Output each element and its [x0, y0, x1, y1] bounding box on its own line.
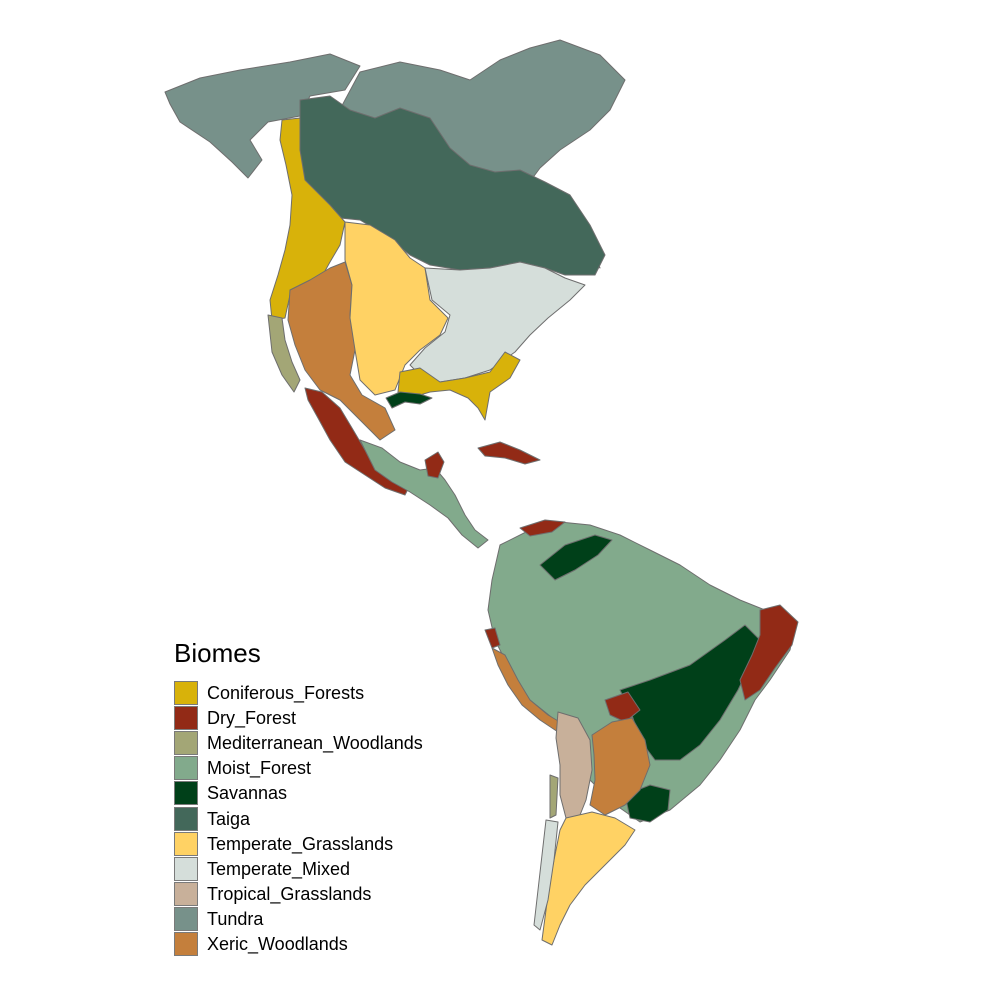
legend-label-dry: Dry_Forest	[207, 707, 297, 728]
region-mediterranean-chile	[549, 774, 559, 819]
legend-item-mediterranean: Mediterranean_Woodlands	[174, 730, 423, 755]
region-moist-central-america	[359, 439, 489, 549]
legend-label-tundra: Tundra	[207, 909, 264, 930]
region-xeric-chaco	[589, 717, 651, 816]
legend-label-moist: Moist_Forest	[207, 758, 312, 779]
legend-item-tropgrass: Tropical_Grasslands	[174, 882, 423, 907]
region-dry-chiquitano	[604, 691, 641, 723]
legend-swatch-moist	[174, 756, 198, 781]
legend-swatch-tempmixed	[174, 856, 198, 881]
region-tempmixed-east	[409, 261, 586, 383]
legend-items: Coniferous_Forests Dry_Forest Mediterranea…	[174, 680, 423, 957]
legend-label-tempgrass: Temperate_Grasslands	[207, 833, 394, 854]
legend-swatch-tundra	[174, 907, 198, 932]
legend-item-dry: Dry_Forest	[174, 705, 423, 730]
region-dry-yucatan	[424, 451, 445, 479]
region-dry-caribbean	[477, 441, 541, 465]
legend-label-mediterranean: Mediterranean_Woodlands	[207, 732, 423, 753]
legend-swatch-taiga	[174, 806, 198, 831]
region-tundra-alaska	[164, 53, 361, 179]
legend-title: Biomes	[174, 638, 261, 668]
legend-label-taiga: Taiga	[207, 808, 251, 829]
region-mediterranean-california	[267, 314, 301, 393]
legend-swatch-tempgrass	[174, 831, 198, 856]
legend-item-tempgrass: Temperate_Grasslands	[174, 831, 423, 856]
legend-swatch-dry	[174, 705, 198, 730]
legend-item-tempmixed: Temperate_Mixed	[174, 856, 423, 881]
region-coniferous-southeast	[397, 351, 521, 421]
legend: Biomes Coniferous_Forests Dry_Forest Medit…	[174, 638, 423, 957]
region-savanna-llanos	[539, 534, 613, 581]
region-dry-peru	[484, 627, 501, 649]
region-xeric-west	[287, 261, 396, 441]
legend-item-coniferous: Coniferous_Forests	[174, 680, 423, 705]
region-dry-caatinga	[739, 604, 799, 701]
legend-item-xeric: Xeric_Woodlands	[174, 932, 423, 957]
legend-label-coniferous: Coniferous_Forests	[207, 682, 365, 703]
legend-swatch-mediterranean	[174, 730, 198, 755]
region-tempmixed-chile	[533, 819, 559, 931]
region-dry-venezuela	[519, 519, 566, 537]
legend-label-tropgrass: Tropical_Grasslands	[207, 884, 372, 905]
legend-item-savannas: Savannas	[174, 781, 423, 806]
legend-item-taiga: Taiga	[174, 806, 423, 831]
legend-label-savannas: Savannas	[207, 783, 288, 804]
region-savanna-gulf	[385, 391, 433, 409]
legend-label-tempmixed: Temperate_Mixed	[207, 858, 351, 879]
legend-swatch-xeric	[174, 932, 198, 957]
region-tempgrass-plains	[344, 221, 449, 396]
legend-item-moist: Moist_Forest	[174, 756, 423, 781]
legend-swatch-coniferous	[174, 680, 198, 705]
legend-swatch-tropgrass	[174, 882, 198, 907]
legend-swatch-savannas	[174, 781, 198, 806]
legend-label-xeric: Xeric_Woodlands	[207, 934, 348, 955]
legend-item-tundra: Tundra	[174, 907, 423, 932]
